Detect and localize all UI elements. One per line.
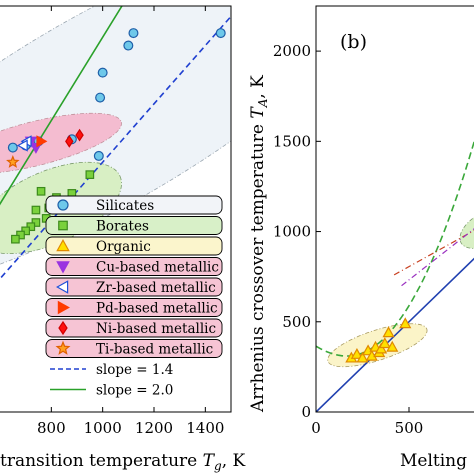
organic-point [399, 317, 412, 329]
y-tick-label: 500 [282, 313, 311, 331]
panel-b-lines [316, 139, 474, 412]
legend-label: Pd-based metallic [96, 301, 218, 317]
legend-label: Silicates [96, 198, 154, 214]
panel-b-label: (b) [340, 31, 367, 53]
y-tick-label: 0 [301, 403, 311, 421]
silicates-point [97, 67, 108, 78]
legend-entry: Ni-based metallic [45, 318, 223, 338]
silicates-point [215, 28, 226, 39]
x-tick-label: 1000 [84, 419, 122, 437]
legend-marker [56, 261, 70, 274]
panel-a-reference-lines [0, 6, 231, 280]
legend-swatch-box [45, 277, 223, 297]
legend-entry: Zr-based metallic [45, 277, 223, 297]
panel-a-x-axis-label: Glass transition temperature Tg, K [0, 451, 245, 473]
zr-based-metallic-point [16, 139, 28, 152]
organic-point [382, 326, 395, 338]
panel-a-x-ticks: 800 1000 1200 1400 [37, 6, 224, 437]
y-tick-label: 1000 [273, 223, 311, 241]
legend-label: slope = 1.4 [96, 362, 173, 378]
legend-entry: slope = 2.0 [50, 383, 173, 399]
panel-b-frame [315, 5, 474, 413]
borates-region [459, 207, 474, 249]
legend-marker [58, 320, 68, 336]
borates-point [36, 186, 46, 196]
x-tick-label: 1200 [135, 419, 173, 437]
legend-marker [57, 300, 70, 315]
y-tick-label: 2000 [273, 42, 311, 60]
panel-b-axes-frame [315, 5, 474, 413]
legend-entry: slope = 1.4 [50, 362, 173, 378]
fit-curve [316, 139, 474, 357]
identity-line [316, 257, 474, 412]
line-slope-2-0 [0, 6, 123, 206]
silicates-point [128, 28, 139, 39]
panel-b-regions [327, 207, 474, 368]
legend-swatch-box [45, 257, 223, 276]
panel-a-axes-frame [0, 5, 232, 413]
organic-point [356, 351, 369, 363]
legend-swatch-box [45, 339, 223, 358]
legend-label: Organic [96, 239, 151, 255]
legend-entry: Organic [45, 236, 223, 256]
organic-point [378, 337, 391, 349]
legend-entry: Borates [45, 216, 223, 235]
legend-label: Borates [96, 219, 149, 235]
legend-swatch-box [45, 318, 223, 338]
legend-label: Ti-based metallic [96, 342, 213, 358]
legend-label: slope = 2.0 [96, 383, 173, 399]
legend-label: Ni-based metallic [96, 321, 216, 337]
silicates-point [7, 142, 18, 153]
panel-b-ticks: 0 500 1000 1500 2000 0 500 [273, 42, 424, 437]
x-tick-label: 1400 [186, 419, 224, 437]
legend-marker [58, 220, 68, 231]
legend-label: Zr-based metallic [96, 280, 216, 296]
dashdot-line-2 [401, 228, 474, 287]
legend-entry: Silicates [45, 195, 223, 215]
silicates-point [95, 92, 106, 103]
legend-swatch-box [45, 195, 223, 215]
y-tick-label: 1500 [273, 132, 311, 150]
borates-point [85, 170, 95, 179]
legend-marker [57, 199, 69, 211]
panel-b-y-axis-label: Arrhenius crossover temperature TA, K [248, 75, 270, 413]
legend-entry: Ti-based metallic [45, 339, 223, 358]
legend-label: Cu-based metallic [96, 260, 219, 276]
dashdot-line-1 [393, 229, 474, 276]
legend-marker [56, 280, 69, 294]
pd-based-metallic-point [36, 135, 48, 148]
borates-point [11, 234, 20, 244]
legend-swatch-box [45, 298, 223, 317]
panel-a-legend: Silicates Borates Organic Cu-based metallic… [45, 195, 223, 399]
panel-b-x-axis-label: Melting [400, 451, 467, 471]
x-tick-label: 500 [395, 419, 424, 437]
x-tick-label: 800 [37, 419, 66, 437]
ti-based-metallic-point [6, 155, 20, 168]
legend-marker [56, 239, 70, 252]
legend-swatch-box [45, 216, 223, 235]
organic-point [350, 347, 363, 359]
silicates-region [0, 6, 231, 295]
panel-a-frame [0, 5, 232, 413]
silicates-point [93, 150, 104, 161]
panel-b: 0 500 1000 1500 2000 0 500 (b) Arrhenius cross… [248, 5, 474, 471]
panel-a: Silicates Borates Organic Cu-based metallic… [0, 5, 245, 473]
legend-marker [55, 340, 71, 355]
panel-b-data-points [345, 317, 412, 363]
x-tick-label: 0 [311, 419, 321, 437]
legend-entry: Cu-based metallic [45, 257, 223, 276]
ni-based-metallic-point [75, 128, 84, 142]
line-slope-1-4 [0, 15, 231, 280]
silicates-point [123, 40, 134, 51]
ni-based-metallic-point [65, 134, 74, 148]
organic-point [375, 342, 388, 354]
organic-point [386, 340, 399, 352]
legend-swatch-box [45, 236, 223, 256]
legend-entry: Pd-based metallic [45, 298, 223, 317]
borates-point [31, 205, 41, 215]
